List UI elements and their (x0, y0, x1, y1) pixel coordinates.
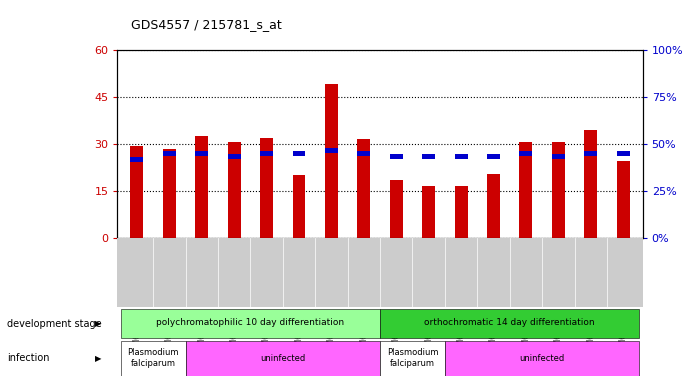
Bar (380, 309, 639, 338)
Bar (390, 180, 403, 238)
Bar (186, 341, 380, 376)
Bar (455, 154, 468, 159)
Bar (616, 151, 630, 156)
Bar (585, 130, 597, 238)
Bar (520, 151, 532, 156)
Bar (520, 142, 532, 238)
Text: GDS4557 / 215781_s_at: GDS4557 / 215781_s_at (131, 18, 282, 31)
Bar (422, 186, 435, 238)
Bar (196, 136, 208, 238)
Bar (616, 161, 630, 238)
Bar (380, 341, 445, 376)
Bar (585, 151, 597, 156)
Bar (228, 142, 240, 238)
Text: uninfected: uninfected (520, 354, 565, 362)
Text: Plasmodium
falciparum: Plasmodium falciparum (387, 348, 438, 368)
Text: Plasmodium
falciparum: Plasmodium falciparum (127, 348, 179, 368)
Bar (455, 186, 468, 238)
Bar (552, 142, 565, 238)
Bar (163, 149, 176, 238)
Bar (445, 341, 639, 376)
Bar (163, 151, 176, 156)
Text: development stage: development stage (7, 318, 102, 329)
Text: ▶: ▶ (95, 319, 102, 328)
Bar (292, 151, 305, 156)
Text: ▶: ▶ (95, 354, 102, 362)
Bar (487, 154, 500, 159)
Bar (228, 154, 240, 159)
Bar (260, 151, 273, 156)
Bar (131, 157, 144, 162)
Text: orthochromatic 14 day differentiation: orthochromatic 14 day differentiation (424, 318, 595, 328)
Bar (325, 84, 338, 238)
Bar (552, 154, 565, 159)
Bar (357, 151, 370, 156)
Text: infection: infection (7, 353, 50, 363)
Bar (390, 154, 403, 159)
Bar (487, 174, 500, 238)
Bar (260, 138, 273, 238)
Bar (292, 175, 305, 238)
Text: uninfected: uninfected (261, 354, 305, 362)
Bar (357, 139, 370, 238)
Bar (196, 151, 208, 156)
Bar (121, 309, 380, 338)
Bar (422, 154, 435, 159)
Bar (131, 146, 144, 238)
Bar (325, 148, 338, 152)
Bar (121, 341, 186, 376)
Text: polychromatophilic 10 day differentiation: polychromatophilic 10 day differentiatio… (156, 318, 344, 328)
